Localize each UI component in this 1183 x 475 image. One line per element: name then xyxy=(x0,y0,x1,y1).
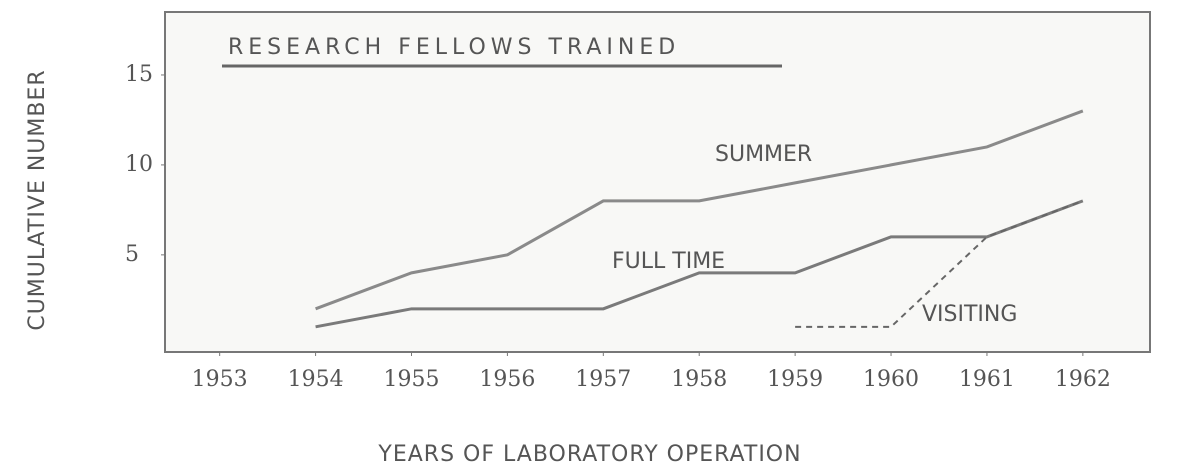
y-axis-label: CUMULATIVE NUMBER xyxy=(25,69,50,330)
series-label: VISITING xyxy=(922,302,1017,327)
series-line xyxy=(315,199,1084,329)
chart-title: RESEARCH FELLOWS TRAINED xyxy=(228,35,680,60)
x-tick-label: 1956 xyxy=(479,367,535,392)
x-tick-label: 1953 xyxy=(192,367,248,392)
y-tick-label: 15 xyxy=(125,62,153,87)
x-tick-label: 1954 xyxy=(288,367,344,392)
series-label: SUMMER xyxy=(715,142,812,167)
x-tick-label: 1961 xyxy=(959,367,1015,392)
x-tick-label: 1959 xyxy=(767,367,823,392)
series-line xyxy=(315,109,1084,311)
plot-frame xyxy=(164,11,1151,353)
y-tick-label: 5 xyxy=(125,242,139,267)
x-tick-label: 1962 xyxy=(1055,367,1111,392)
x-axis-label: YEARS OF LABORATORY OPERATION xyxy=(377,442,801,467)
series-line xyxy=(795,199,1084,328)
y-tick-label: 10 xyxy=(125,152,153,177)
x-tick-label: 1960 xyxy=(863,367,919,392)
x-tick-label: 1957 xyxy=(575,367,631,392)
series-label: FULL TIME xyxy=(612,249,725,274)
x-tick-label: 1958 xyxy=(671,367,727,392)
x-tick-label: 1955 xyxy=(383,367,439,392)
